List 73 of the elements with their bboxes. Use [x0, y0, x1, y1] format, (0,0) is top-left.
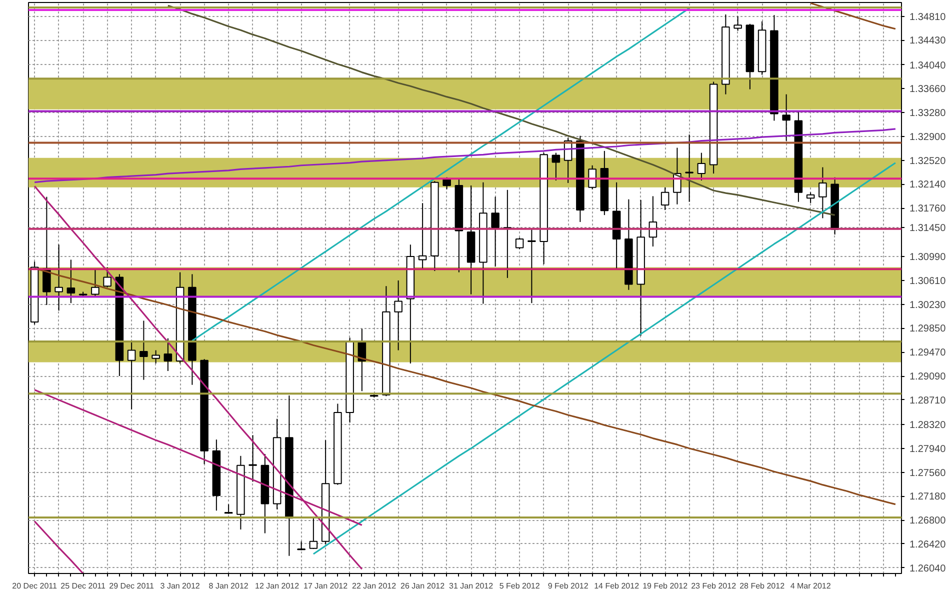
- line-series: [312, 162, 896, 555]
- y-tick-label: 1.26420: [910, 539, 946, 550]
- candlestick: [103, 266, 112, 288]
- y-tick-label: 1.34810: [910, 12, 946, 23]
- y-tick-label: 1.33280: [910, 108, 946, 120]
- line-series: [34, 520, 84, 574]
- y-tick-label: 1.27560: [910, 468, 946, 479]
- candlestick: [528, 229, 536, 304]
- y-tick-label: 1.28320: [910, 420, 946, 431]
- x-tick-label: 25 Dec 2011: [60, 582, 106, 590]
- y-tick-label: 1.31450: [910, 223, 946, 234]
- line-series: [191, 7, 690, 342]
- x-tick-label: 9 Feb 2012: [548, 582, 589, 590]
- y-tick-label: 1.31760: [910, 204, 946, 215]
- y-tick-label: 1.34040: [910, 60, 946, 72]
- x-tick-label: 14 Feb 2012: [594, 582, 640, 590]
- line-series: [34, 128, 896, 184]
- candlestick: [248, 434, 257, 482]
- candlestick: [782, 94, 790, 142]
- candlestick: [140, 320, 148, 380]
- x-tick-label: 28 Feb 2012: [740, 582, 786, 590]
- x-tick-label: 26 Jan 2012: [400, 582, 446, 590]
- candlestick: [660, 186, 670, 211]
- y-tick-label: 1.30230: [910, 300, 946, 311]
- y-tick-label: 1.32900: [910, 132, 946, 143]
- y-tick-label: 1.28710: [910, 395, 946, 406]
- line-series: [167, 4, 836, 216]
- candlestick: [806, 192, 815, 204]
- y-tick-label: 1.34430: [910, 36, 946, 47]
- candlestick: [127, 340, 136, 410]
- candlestick: [66, 259, 76, 304]
- candlestick: [734, 16, 742, 32]
- y-tick-label: 1.32520: [910, 156, 946, 167]
- x-tick-label: 23 Feb 2012: [691, 582, 737, 590]
- line-series: [34, 185, 363, 570]
- x-tick-label: 3 Jan 2012: [160, 582, 200, 590]
- y-tick-label: 1.27940: [910, 444, 946, 455]
- y-tick-label: 1.32140: [910, 180, 946, 191]
- y-tick-label: 1.30610: [910, 276, 946, 287]
- candlestick: [224, 504, 233, 514]
- x-tick-label: 5 Feb 2012: [499, 582, 540, 590]
- y-tick-label: 1.29470: [910, 348, 946, 359]
- candlestick: [164, 338, 172, 372]
- candlestick: [685, 134, 694, 202]
- line-series: [810, 2, 896, 30]
- candlestick: [552, 152, 560, 181]
- x-tick-label: 31 Jan 2012: [449, 582, 494, 590]
- y-tick-label: 1.33660: [910, 84, 946, 96]
- x-tick-label: 22 Jan 2012: [352, 582, 397, 590]
- x-tick-label: 19 Feb 2012: [642, 582, 688, 590]
- y-tick-label: 1.30990: [910, 252, 946, 264]
- x-tick-label: 12 Jan 2012: [255, 582, 300, 590]
- candlestick: [54, 244, 63, 312]
- x-tick-label: 4 Mar 2012: [790, 582, 832, 590]
- candlestick: [818, 166, 827, 219]
- candlestick: [491, 196, 500, 268]
- candlestick: [588, 164, 596, 190]
- x-tick-label: 17 Jan 2012: [304, 582, 348, 590]
- candlestick: [309, 517, 318, 550]
- y-tick-label: 1.26040: [910, 563, 946, 574]
- y-tick-label: 1.27180: [910, 492, 946, 503]
- candlestick: [697, 152, 706, 181]
- x-tick-label: 29 Dec 2011: [109, 582, 154, 590]
- candlestick: [515, 237, 524, 250]
- y-tick-label: 1.29090: [910, 372, 946, 383]
- x-tick-label: 8 Jan 2012: [208, 582, 249, 590]
- candlestick: [91, 268, 100, 298]
- y-tick-label: 1.29850: [910, 324, 946, 335]
- y-tick-label: 1.26800: [910, 516, 946, 527]
- candlestick: [152, 350, 160, 364]
- candlestick: [418, 202, 427, 270]
- candlestick: [394, 280, 402, 351]
- x-tick-label: 20 Dec 2011: [12, 582, 58, 590]
